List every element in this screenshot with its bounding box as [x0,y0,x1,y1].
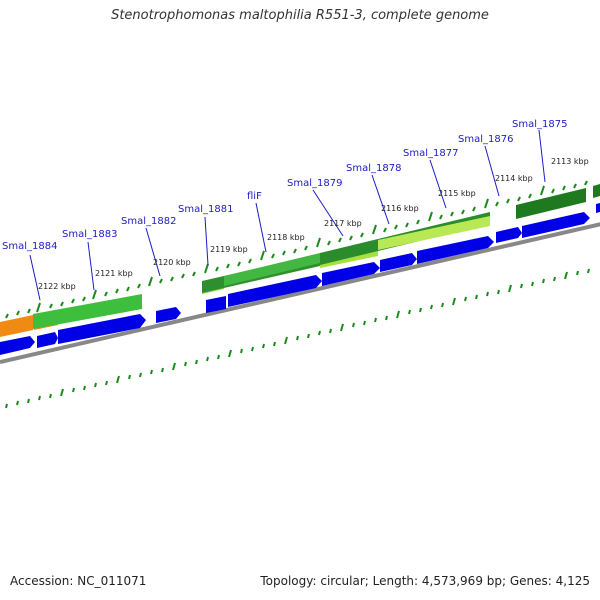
genome-summary: Topology: circular; Length: 4,573,969 bp… [260,574,590,588]
kbp-label: 2115 kbp [438,189,476,198]
kbp-label: 2118 kbp [267,233,305,242]
cds-arrow [206,296,226,313]
feature-bar-green-mid [224,253,320,286]
accession-text: Accession: NC_011071 [10,574,147,588]
kbp-label: 2113 kbp [551,157,589,166]
feature-bar-green-dark-3 [516,188,586,219]
cds-arrow [380,253,417,272]
cds-arrow [37,332,58,348]
kbp-label: 2119 kbp [210,245,248,254]
cds-arrow [596,203,600,213]
cds-arrow [522,212,590,238]
gene-label[interactable]: Smal_1876 [458,134,513,145]
gene-label[interactable]: Smal_1875 [512,119,567,130]
feature-track [0,184,600,337]
gene-label[interactable]: Smal_1884 [2,241,57,252]
kbp-labels: 2122 kbp 2121 kbp 2120 kbp 2119 kbp 2118… [38,157,589,291]
kbp-label: 2121 kbp [95,269,133,278]
gene-label[interactable]: Smal_1882 [121,216,176,227]
cds-track [0,203,600,355]
feature-bar-green [33,294,142,329]
gene-label[interactable]: Smal_1883 [62,229,117,240]
feature-bar-lime-2 [378,216,490,250]
map-title: Stenotrophomonas maltophilia R551-3, com… [111,8,489,23]
backbone [0,222,600,364]
gene-leader-lines [29,129,546,301]
lower-tick-row [5,268,590,409]
cds-arrow [0,336,35,355]
gene-label[interactable]: fliF [247,191,262,202]
kbp-label: 2116 kbp [381,204,419,213]
gene-label[interactable]: Smal_1881 [178,204,233,215]
cds-arrow [156,307,181,323]
feature-bar-orange [0,315,33,337]
cds-arrow [58,314,146,344]
kbp-label: 2117 kbp [324,219,362,228]
kbp-label: 2122 kbp [38,282,76,291]
gene-label[interactable]: Smal_1877 [403,148,458,159]
cds-arrow [228,275,322,307]
cds-arrow [417,236,494,264]
upper-tick-row [5,180,588,319]
feature-bar-green-dark-4 [593,184,600,198]
cds-arrow [322,262,380,286]
gene-label[interactable]: Smal_1878 [346,163,401,174]
gene-labels: Smal_1884 Smal_1883 Smal_1882 Smal_1881 … [2,119,567,252]
cds-arrow [496,227,522,243]
kbp-label: 2120 kbp [153,258,191,267]
kbp-label: 2114 kbp [495,174,533,183]
gene-label[interactable]: Smal_1879 [287,178,342,189]
